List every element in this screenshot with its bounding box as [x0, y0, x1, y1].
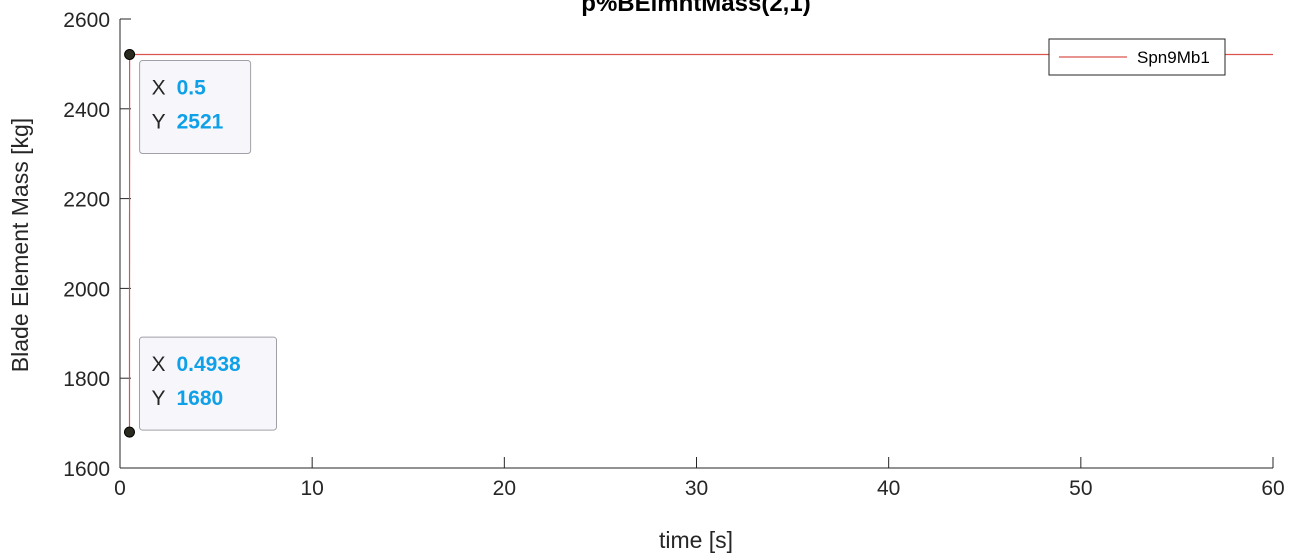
chart-title: p%BElmntMass(2,1): [581, 0, 810, 17]
datatip-layer: X 0.5 Y 2521 X 0.4938 Y 1680: [123, 48, 277, 438]
datatip-x-value: 0.5: [177, 76, 207, 99]
y-tick-label: 1600: [63, 458, 110, 481]
y-tick-label: 2000: [63, 278, 110, 301]
datatip-x-key: X: [151, 353, 165, 376]
datatip-x-value: 0.4938: [176, 353, 241, 376]
x-tick-label: 50: [1069, 477, 1092, 500]
x-tick-label: 0: [114, 477, 126, 500]
legend[interactable]: Spn9Mb1: [1048, 38, 1226, 76]
y-tick-label: 2600: [63, 9, 110, 32]
y-axis-title: Blade Element Mass [kg]: [7, 118, 33, 372]
x-tick-label: 60: [1261, 477, 1284, 500]
y-tick-label: 1800: [63, 368, 110, 391]
x-axis-title: time [s]: [659, 527, 733, 553]
y-tick-label: 2200: [63, 189, 110, 212]
x-tick-label: 40: [877, 477, 900, 500]
datatip-x-key: X: [152, 76, 166, 99]
x-tick-label: 20: [493, 477, 516, 500]
datatip-box: [139, 59, 252, 154]
datatip-box: [138, 336, 277, 431]
datatip-y-value: 2521: [177, 110, 224, 133]
datatip-marker: [124, 48, 136, 60]
x-axis: 0 10 20 30 40 50 60: [114, 457, 1285, 500]
x-tick-label: 30: [685, 477, 708, 500]
datatip-y-value: 1680: [176, 387, 223, 410]
plot-background: [120, 19, 1273, 468]
datatip[interactable]: X 0.4938 Y 1680: [123, 336, 277, 438]
plot-area: [119, 19, 1273, 469]
y-tick-label: 2400: [63, 99, 110, 122]
datatip-marker: [123, 426, 135, 438]
x-tick-label: 10: [300, 477, 323, 500]
datatip-y-key: Y: [152, 110, 166, 133]
datatip[interactable]: X 0.5 Y 2521: [124, 48, 252, 154]
datatip-y-key: Y: [151, 387, 165, 410]
legend-label: Spn9Mb1: [1137, 48, 1210, 67]
